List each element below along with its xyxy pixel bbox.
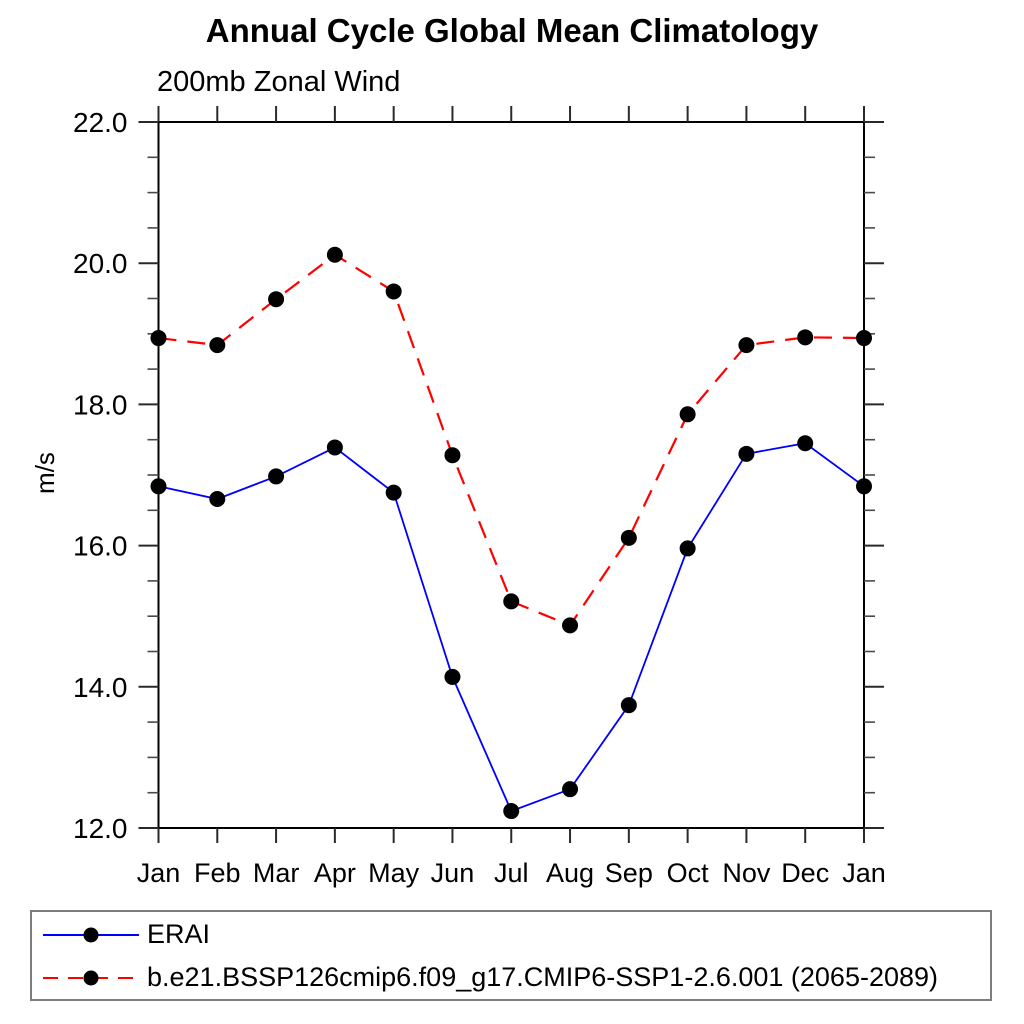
x-tick-label: Dec xyxy=(781,858,829,888)
legend-item-erai: ERAI xyxy=(32,913,990,956)
legend-line-sample-erai xyxy=(43,927,139,942)
data-point-marker xyxy=(620,697,637,714)
legend-marker-icon xyxy=(83,927,99,942)
x-tick-label: Jul xyxy=(494,858,529,888)
x-tick-label: Jan xyxy=(137,858,181,888)
plot-area: 12.0 14.0 16.0 18.0 20.0 22.0 Jan Feb Mar Apr May J… xyxy=(73,106,886,888)
x-tick-label: Apr xyxy=(314,858,356,888)
data-point-marker xyxy=(797,435,814,452)
legend-line-sample-model xyxy=(43,970,139,985)
data-point-marker xyxy=(385,283,402,300)
legend-box: ERAI b.e21.BSSP126cmip6.f09_g17.CMIP6-SS… xyxy=(30,910,992,1001)
series-line-model xyxy=(158,253,865,627)
data-point-marker xyxy=(738,337,755,354)
y-tick-label: 18.0 xyxy=(73,389,128,420)
data-point-marker xyxy=(503,593,520,610)
data-point-marker xyxy=(620,529,637,546)
data-point-marker xyxy=(150,330,167,347)
data-point-marker xyxy=(797,329,814,346)
series-line-erai xyxy=(158,442,865,813)
y-tick-label: 16.0 xyxy=(73,531,128,562)
data-point-marker xyxy=(268,468,285,485)
chart-subtitle: 200mb Zonal Wind xyxy=(157,66,401,98)
data-point-marker xyxy=(268,291,285,308)
data-point-marker xyxy=(326,246,343,263)
legend-label-erai: ERAI xyxy=(147,919,211,949)
x-tick-label: Oct xyxy=(667,858,710,888)
x-tick-label: Mar xyxy=(253,858,300,888)
data-point-marker xyxy=(738,445,755,462)
data-point-marker xyxy=(679,540,696,557)
chart-title: Annual Cycle Global Mean Climatology xyxy=(205,12,819,49)
data-point-marker xyxy=(856,330,872,347)
data-point-marker xyxy=(209,491,226,508)
data-point-marker xyxy=(444,447,461,464)
data-point-marker xyxy=(444,668,461,685)
y-tick-label: 12.0 xyxy=(73,813,128,844)
x-tick-label: Sep xyxy=(605,858,653,888)
legend-item-model: b.e21.BSSP126cmip6.f09_g17.CMIP6-SSP1-2.… xyxy=(32,956,990,999)
data-point-marker xyxy=(209,337,226,354)
plot-frame xyxy=(157,121,865,829)
data-point-marker xyxy=(150,478,167,495)
y-tick-label: 22.0 xyxy=(73,107,128,138)
x-tick-label: May xyxy=(368,858,420,888)
legend-label-model: b.e21.BSSP126cmip6.f09_g17.CMIP6-SSP1-2.… xyxy=(147,962,939,992)
data-point-marker xyxy=(562,781,579,798)
y-tick-label: 14.0 xyxy=(73,672,128,703)
x-tick-label: Jun xyxy=(431,858,475,888)
legend-marker-icon xyxy=(83,970,99,985)
data-point-marker xyxy=(326,439,343,456)
data-point-marker xyxy=(503,803,520,820)
data-point-marker xyxy=(562,617,579,634)
data-point-marker xyxy=(856,478,872,495)
x-tick-label: Nov xyxy=(722,858,771,888)
y-tick-label: 20.0 xyxy=(73,248,128,279)
data-point-marker xyxy=(679,406,696,423)
x-tick-label: Aug xyxy=(546,858,594,888)
x-tick-label: Feb xyxy=(194,858,241,888)
x-tick-label: Jan xyxy=(842,858,886,888)
data-point-marker xyxy=(385,484,402,501)
